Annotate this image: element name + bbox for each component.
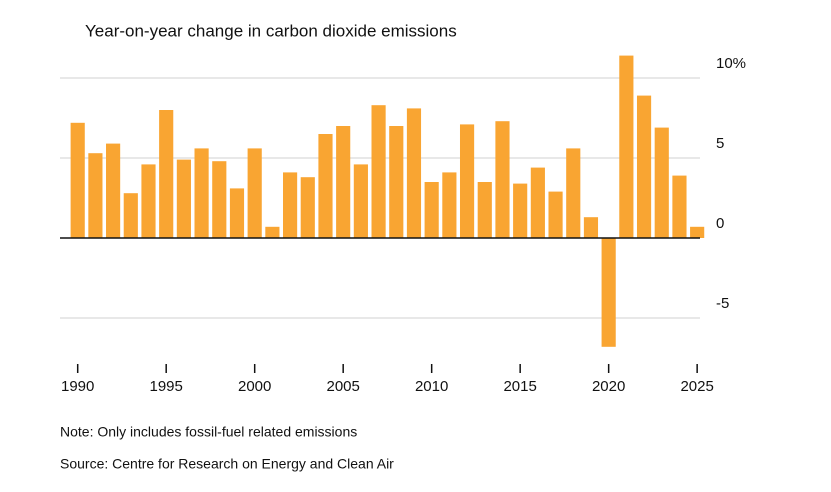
bar (495, 121, 510, 238)
bar (336, 126, 351, 238)
y-tick-label: 5 (716, 135, 724, 152)
chart-title: Year-on-year change in carbon dioxide em… (85, 21, 457, 40)
y-tick-label: 10% (716, 55, 746, 72)
x-tick-label: 2015 (503, 378, 536, 395)
bar (636, 95, 652, 238)
bar (300, 177, 315, 238)
x-tick-label: 2000 (238, 378, 271, 395)
bar (283, 172, 298, 238)
bar (318, 134, 333, 238)
bar (459, 124, 475, 238)
x-tick-label: 2010 (415, 378, 448, 395)
x-tick-label: 2005 (326, 378, 359, 395)
bar (548, 191, 563, 238)
x-tick-label: 2025 (680, 378, 713, 395)
chart-source: Source: Centre for Research on Energy an… (60, 456, 394, 472)
bar (690, 226, 705, 238)
bar (513, 183, 528, 238)
bar (265, 226, 280, 238)
bar (106, 143, 121, 238)
bar (159, 110, 174, 238)
bar (477, 182, 492, 238)
bar (123, 193, 138, 238)
bar (672, 175, 687, 238)
bar (406, 108, 422, 239)
bar (530, 167, 545, 238)
bar (194, 148, 209, 238)
bar (601, 238, 616, 347)
bar (176, 159, 191, 238)
bar (70, 122, 85, 238)
bar (212, 161, 227, 238)
bar (442, 172, 457, 238)
y-tick-label: 0 (716, 215, 724, 232)
bar (247, 148, 262, 238)
bar (389, 126, 404, 238)
y-tick-label: -5 (716, 295, 729, 312)
bar (619, 55, 634, 238)
bar (88, 153, 103, 238)
bar (141, 164, 156, 238)
bar (583, 217, 599, 238)
bar (654, 127, 669, 238)
bar (229, 188, 245, 238)
x-tick-label: 2020 (592, 378, 625, 395)
bar (371, 105, 386, 238)
bar (424, 182, 439, 238)
x-tick-label: 1995 (150, 378, 183, 395)
bar (566, 148, 581, 238)
bar (353, 164, 368, 238)
x-tick-label: 1990 (61, 378, 94, 395)
chart-note: Note: Only includes fossil-fuel related … (60, 424, 357, 440)
